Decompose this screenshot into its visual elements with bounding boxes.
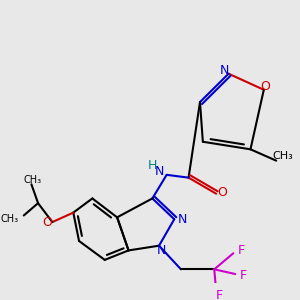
Text: H: H: [148, 159, 157, 172]
Text: CH₃: CH₃: [24, 175, 42, 184]
Text: F: F: [239, 269, 246, 282]
Text: CH₃: CH₃: [272, 151, 293, 161]
Text: CH₃: CH₃: [1, 214, 19, 224]
Text: N: N: [154, 166, 164, 178]
Text: N: N: [157, 244, 167, 257]
Text: N: N: [178, 213, 188, 226]
Text: O: O: [217, 186, 227, 199]
Text: O: O: [43, 216, 52, 229]
Text: N: N: [220, 64, 230, 77]
Text: O: O: [260, 80, 270, 93]
Text: F: F: [237, 244, 244, 257]
Text: F: F: [215, 289, 223, 300]
